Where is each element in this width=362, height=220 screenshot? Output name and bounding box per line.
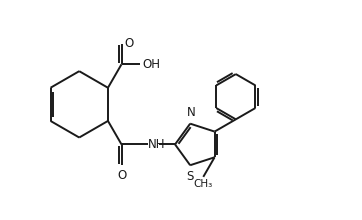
Text: O: O <box>125 37 134 50</box>
Text: N: N <box>187 106 195 119</box>
Text: O: O <box>117 169 126 182</box>
Text: S: S <box>186 170 194 183</box>
Text: CH₃: CH₃ <box>194 179 213 189</box>
Text: NH: NH <box>148 138 165 151</box>
Text: OH: OH <box>142 58 160 71</box>
